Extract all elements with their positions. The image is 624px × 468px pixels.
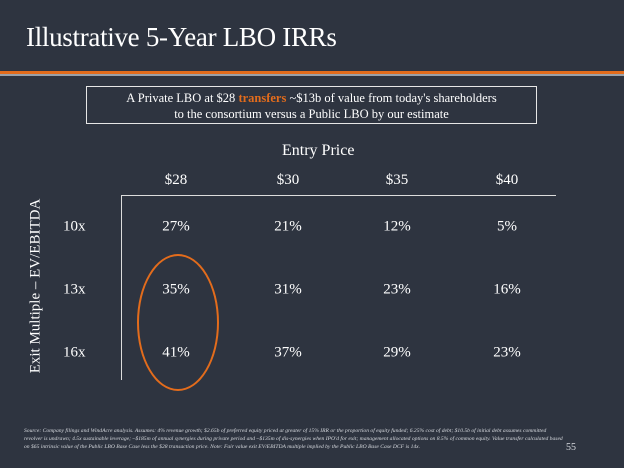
- highlight-ellipse: [137, 254, 219, 391]
- column-header-1: $30: [276, 172, 300, 188]
- callout-highlight: transfers: [238, 91, 287, 105]
- column-header-0: $28: [164, 172, 188, 188]
- irr-cell-2-1: 37%: [274, 344, 302, 361]
- irr-cell-2-3: 23%: [493, 344, 521, 361]
- irr-cell-0-3: 5%: [497, 218, 517, 235]
- table-vertical-axis: [121, 195, 122, 380]
- row-header-2: 16x: [63, 344, 86, 361]
- title-underline-accent: [0, 71, 624, 74]
- irr-cell-0-0: 27%: [162, 218, 190, 235]
- row-header-0: 10x: [63, 218, 86, 235]
- title-underline: [0, 74, 624, 76]
- callout-text-after: ~$13b of value from today's shareholders: [286, 91, 497, 105]
- page-number: 55: [566, 442, 576, 453]
- irr-cell-2-2: 29%: [383, 344, 411, 361]
- column-header-2: $35: [385, 172, 409, 188]
- slide-title: Illustrative 5-Year LBO IRRs: [26, 22, 337, 52]
- callout-line-1: A Private LBO at $28 transfers ~$13b of …: [87, 90, 536, 106]
- irr-cell-1-2: 23%: [383, 281, 411, 298]
- y-axis-title: Exit Multiple – EV/EBITDA: [27, 198, 44, 374]
- irr-cell-0-1: 21%: [274, 218, 302, 235]
- irr-cell-1-3: 16%: [493, 281, 521, 298]
- irr-cell-0-2: 12%: [383, 218, 411, 235]
- x-axis-title: Entry Price: [282, 142, 355, 159]
- column-header-3: $40: [495, 172, 519, 188]
- table-horizontal-axis: [121, 195, 556, 196]
- irr-cell-1-1: 31%: [274, 281, 302, 298]
- source-footnote: Source: Company filings and WindAcre ana…: [24, 428, 563, 450]
- callout-line-2: to the consortium versus a Public LBO by…: [174, 107, 449, 121]
- callout-box: A Private LBO at $28 transfers ~$13b of …: [86, 86, 537, 124]
- callout-text-before: A Private LBO at $28: [126, 91, 239, 105]
- row-header-1: 13x: [63, 281, 86, 298]
